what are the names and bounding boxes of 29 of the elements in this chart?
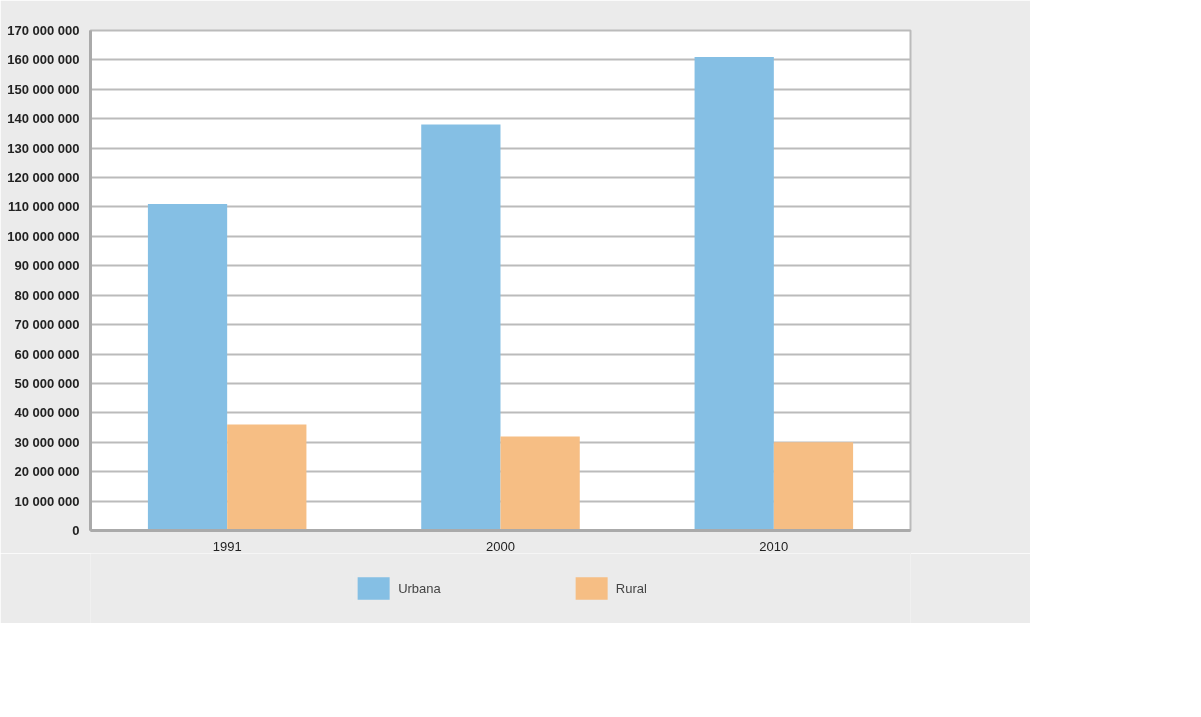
y-tick-label: 110 000 000 bbox=[7, 199, 80, 215]
bar bbox=[773, 442, 854, 531]
y-tick-label: 10 000 000 bbox=[14, 493, 80, 509]
bar bbox=[227, 424, 307, 531]
y-tick-label: 30 000 000 bbox=[14, 434, 80, 450]
bar bbox=[500, 436, 580, 531]
y-tick-label: 160 000 000 bbox=[7, 52, 80, 68]
legend-label: Urbana bbox=[398, 580, 441, 596]
y-tick-label: 0 bbox=[72, 523, 80, 538]
x-tick-label: 1991 bbox=[212, 538, 242, 554]
y-tick-label: 130 000 000 bbox=[7, 140, 80, 156]
y-tick-label: 100 000 000 bbox=[7, 228, 80, 244]
y-tick-label: 80 000 000 bbox=[14, 287, 80, 303]
bar bbox=[147, 204, 228, 531]
y-tick-label: 90 000 000 bbox=[14, 258, 80, 274]
bar bbox=[421, 124, 501, 531]
y-tick-label: 170 000 000 bbox=[7, 23, 80, 38]
y-tick-label: 20 000 000 bbox=[14, 464, 80, 480]
y-tick-label: 50 000 000 bbox=[14, 375, 80, 391]
y-tick-label: 60 000 000 bbox=[14, 346, 80, 362]
y-tick-label: 140 000 000 bbox=[7, 111, 80, 127]
y-tick-label: 40 000 000 bbox=[14, 405, 80, 421]
x-tick-label: 2010 bbox=[759, 538, 789, 554]
bar bbox=[694, 56, 774, 531]
legend-label: Rural bbox=[615, 580, 647, 596]
y-tick-label: 70 000 000 bbox=[14, 317, 80, 333]
x-tick-label: 2000 bbox=[486, 538, 515, 554]
y-tick-label: 150 000 000 bbox=[7, 81, 80, 97]
y-tick-label: 120 000 000 bbox=[7, 170, 80, 186]
